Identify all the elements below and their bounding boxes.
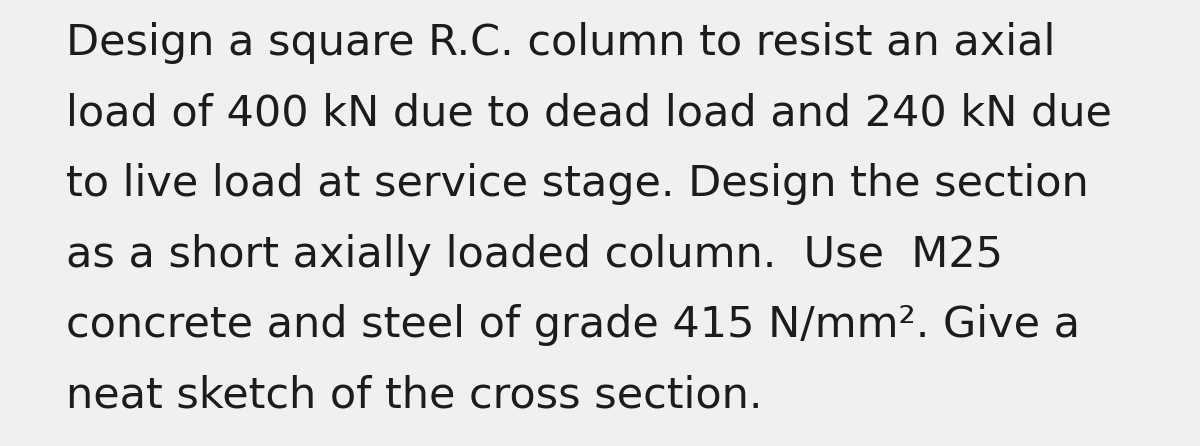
Text: load of 400 kN due to dead load and 240 kN due: load of 400 kN due to dead load and 240 … [66,93,1112,135]
Text: concrete and steel of grade 415 N/mm². Give a: concrete and steel of grade 415 N/mm². G… [66,304,1080,346]
Text: as a short axially loaded column.  Use  M25: as a short axially loaded column. Use M2… [66,234,1003,276]
Text: to live load at service stage. Design the section: to live load at service stage. Design th… [66,163,1088,205]
Text: neat sketch of the cross section.: neat sketch of the cross section. [66,375,762,417]
Text: Design a square R.C. column to resist an axial: Design a square R.C. column to resist an… [66,22,1055,64]
